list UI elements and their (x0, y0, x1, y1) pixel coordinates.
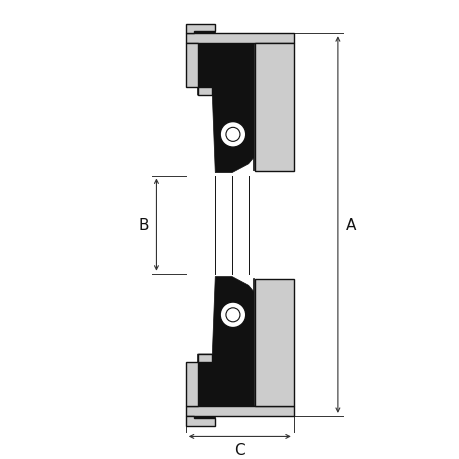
Polygon shape (185, 34, 293, 44)
Polygon shape (254, 44, 293, 171)
Polygon shape (185, 416, 215, 425)
Polygon shape (197, 277, 254, 406)
Text: A: A (345, 218, 355, 233)
Polygon shape (193, 416, 215, 418)
Polygon shape (185, 362, 197, 406)
Circle shape (220, 123, 245, 148)
Circle shape (220, 302, 245, 328)
Polygon shape (254, 279, 293, 406)
Polygon shape (185, 44, 197, 88)
Polygon shape (197, 44, 254, 173)
Polygon shape (197, 354, 212, 362)
Polygon shape (197, 88, 212, 96)
Polygon shape (185, 406, 293, 416)
Circle shape (225, 308, 240, 322)
Text: B: B (138, 218, 148, 233)
Circle shape (225, 128, 240, 142)
Text: C: C (234, 442, 245, 457)
Polygon shape (193, 32, 215, 34)
Polygon shape (185, 24, 215, 34)
